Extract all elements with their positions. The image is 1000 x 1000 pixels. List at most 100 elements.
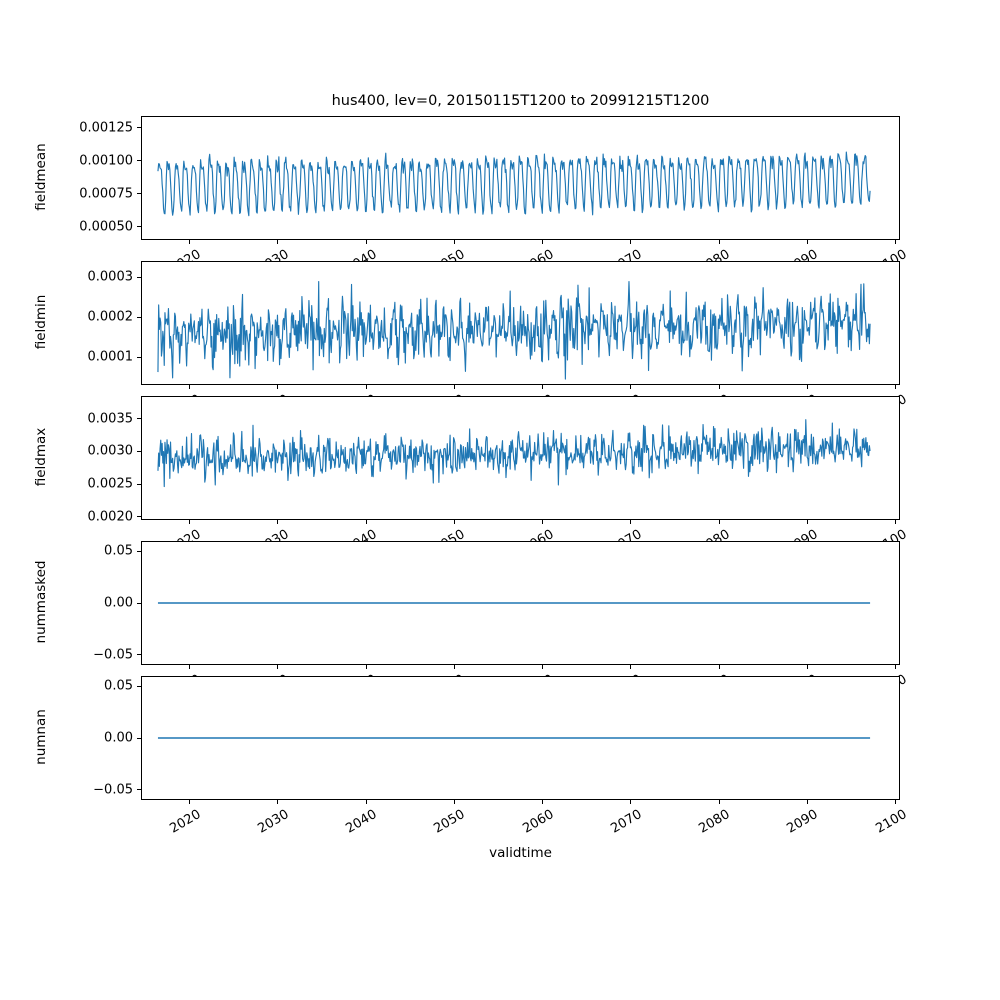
x-tick-mark (895, 385, 897, 389)
x-tick-mark (277, 385, 279, 389)
subplot-fieldmin (141, 261, 900, 385)
y-tick-label: 0.0003 (87, 269, 134, 285)
x-tick-mark (277, 240, 279, 244)
plot-line-fieldmax (142, 397, 899, 519)
y-tick-mark (137, 654, 141, 656)
x-tick-mark (806, 800, 808, 804)
y-tick-mark (137, 160, 141, 162)
y-tick-mark (137, 193, 141, 195)
x-tick-mark (718, 385, 720, 389)
x-tick-mark (189, 665, 191, 669)
x-tick-mark (189, 800, 191, 804)
y-tick-label: 0.00125 (79, 120, 133, 136)
y-tick-label: 0.0020 (87, 509, 134, 525)
x-tick-mark (630, 240, 632, 244)
page-title: hus400, lev=0, 20150115T1200 to 20991215… (331, 93, 710, 109)
y-axis-label-fieldmax: fieldmax (33, 427, 49, 487)
x-tick-mark (365, 665, 367, 669)
plot-line-fieldmin (142, 262, 899, 384)
y-tick-label: 0.05 (104, 543, 133, 559)
x-tick-label: 2030 (255, 807, 292, 837)
x-tick-mark (189, 385, 191, 389)
y-tick-mark (137, 316, 141, 318)
y-tick-label: 0.0002 (87, 309, 134, 325)
x-tick-mark (542, 800, 544, 804)
y-tick-mark (137, 356, 141, 358)
y-tick-mark (137, 685, 141, 687)
x-tick-mark (718, 520, 720, 524)
x-tick-mark (630, 800, 632, 804)
x-tick-mark (277, 665, 279, 669)
x-tick-mark (718, 800, 720, 804)
x-tick-label: 2080 (696, 807, 733, 837)
x-tick-mark (630, 665, 632, 669)
plot-line-fieldmean (142, 117, 899, 239)
x-tick-mark (542, 520, 544, 524)
y-tick-label: 0.0030 (87, 443, 134, 459)
y-axis-label-fieldmean: fieldmean (33, 143, 49, 211)
y-tick-label: −0.05 (93, 647, 133, 663)
y-tick-label: 0.00100 (79, 153, 133, 169)
x-tick-mark (718, 240, 720, 244)
x-tick-mark (542, 240, 544, 244)
x-tick-mark (189, 520, 191, 524)
x-tick-label: 2040 (343, 807, 380, 837)
x-tick-mark (453, 665, 455, 669)
y-tick-mark (137, 450, 141, 453)
y-tick-mark (137, 276, 141, 278)
x-tick-mark (453, 385, 455, 389)
x-tick-mark (895, 665, 897, 669)
plot-line-nummasked (142, 542, 899, 664)
y-tick-mark (137, 483, 141, 485)
y-tick-label: 0.0035 (87, 411, 134, 427)
y-axis-label-numnan: numnan (33, 709, 49, 765)
x-tick-mark (630, 520, 632, 524)
y-tick-label: 0.0025 (87, 476, 134, 492)
x-tick-mark (895, 240, 897, 244)
x-tick-mark (542, 385, 544, 389)
x-tick-mark (895, 800, 897, 804)
y-tick-mark (137, 550, 141, 552)
x-tick-mark (806, 665, 808, 669)
y-tick-mark (137, 127, 141, 129)
x-tick-mark (806, 385, 808, 389)
x-tick-mark (630, 385, 632, 389)
x-tick-mark (365, 800, 367, 804)
subplot-fieldmax (141, 396, 900, 520)
x-tick-label: 2090 (784, 807, 821, 837)
x-tick-mark (277, 800, 279, 804)
y-tick-label: 0.05 (104, 678, 133, 694)
y-tick-label: 0.00050 (79, 219, 133, 235)
x-tick-mark (365, 520, 367, 524)
y-tick-label: −0.05 (93, 782, 133, 798)
x-tick-mark (542, 665, 544, 669)
y-tick-mark (137, 789, 141, 791)
x-tick-label: 2020 (166, 807, 204, 837)
x-tick-mark (189, 240, 191, 244)
x-axis-label: validtime (489, 845, 552, 861)
y-tick-label: 0.0001 (87, 349, 134, 365)
y-tick-mark (137, 737, 141, 739)
x-tick-label: 2100 (872, 807, 910, 837)
x-tick-label: 2060 (519, 807, 557, 837)
x-tick-mark (895, 520, 897, 524)
x-tick-mark (365, 385, 367, 389)
subplot-numnan (141, 676, 900, 800)
y-tick-mark (137, 516, 141, 518)
x-tick-label: 2050 (431, 807, 468, 837)
y-tick-label: 0.00075 (79, 186, 133, 202)
y-tick-label: 0.00 (104, 730, 133, 746)
x-tick-mark (365, 240, 367, 244)
y-tick-mark (137, 602, 141, 604)
plot-line-numnan (142, 677, 899, 799)
y-tick-mark (137, 418, 141, 420)
x-tick-mark (453, 240, 455, 244)
x-tick-mark (806, 520, 808, 524)
x-tick-mark (277, 520, 279, 524)
x-tick-mark (453, 520, 455, 524)
x-tick-label: 2070 (608, 807, 645, 837)
y-tick-label: 0.00 (104, 595, 133, 611)
x-tick-mark (718, 665, 720, 669)
subplot-nummasked (141, 541, 900, 665)
